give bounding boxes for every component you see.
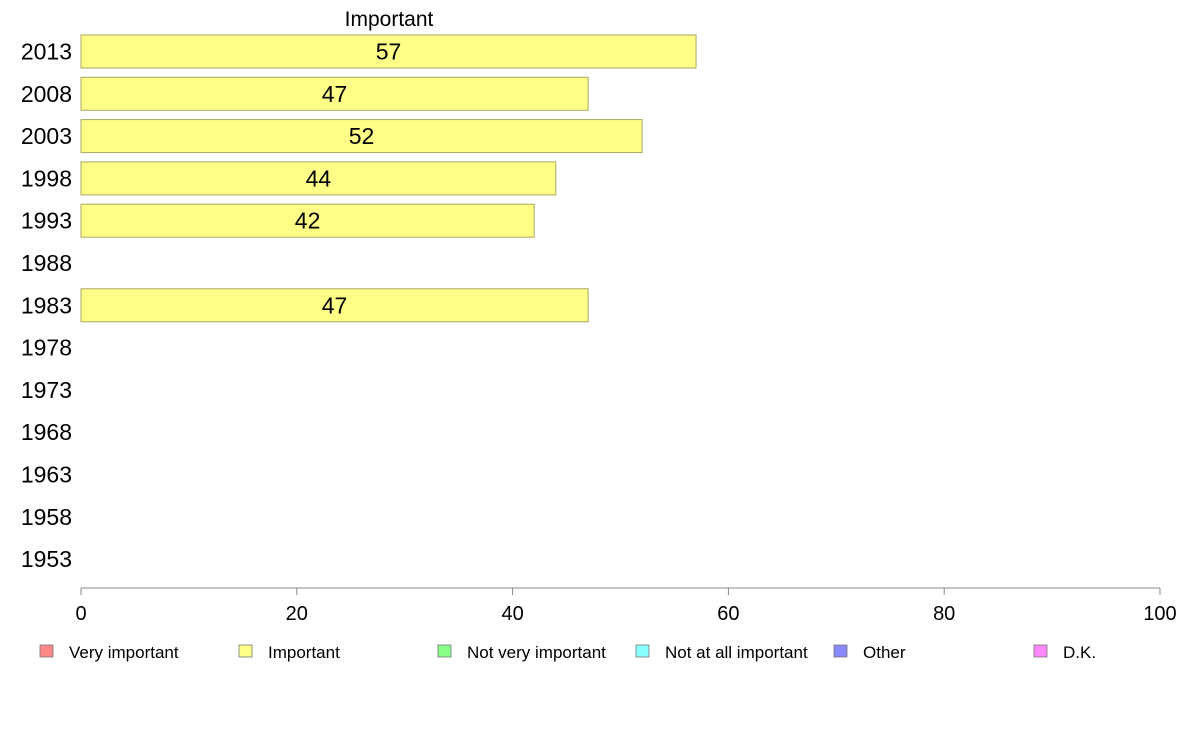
x-tick-label: 40 — [501, 603, 523, 625]
legend-label: D.K. — [1063, 643, 1096, 662]
legend-label: Other — [863, 643, 906, 662]
category-label: 1983 — [21, 292, 72, 318]
legend-swatch — [1033, 644, 1048, 658]
x-tick-label: 80 — [933, 603, 955, 625]
legend-label: Very important — [69, 643, 179, 662]
legend-swatch — [437, 644, 452, 658]
bar — [80, 34, 697, 69]
bar-value-label: 42 — [295, 208, 321, 234]
x-tick-label: 60 — [717, 603, 739, 625]
bar-value-label: 47 — [322, 292, 348, 318]
legend-item: Not at all important — [635, 643, 808, 662]
category-label: 2003 — [21, 123, 72, 149]
x-tick-label: 100 — [1143, 603, 1176, 625]
legend-item: Very important — [39, 643, 179, 662]
category-label: 1973 — [21, 377, 72, 403]
bar — [80, 203, 535, 238]
category-label: 1968 — [21, 419, 72, 445]
category-label: 1998 — [21, 165, 72, 191]
bar-value-label: 57 — [376, 39, 402, 65]
chart-title: Important — [345, 8, 434, 31]
legend-swatch — [833, 644, 848, 658]
legend: Very important Important Not very importan… — [39, 643, 1096, 662]
category-label: 2013 — [21, 39, 72, 65]
legend-item: Other — [833, 643, 906, 662]
bar — [80, 76, 589, 111]
category-label: 2008 — [21, 81, 72, 107]
category-label: 1978 — [21, 335, 72, 361]
x-tick-label: 0 — [75, 603, 86, 625]
bar — [80, 119, 643, 154]
legend-label: Not very important — [467, 643, 606, 662]
legend-swatch — [39, 644, 54, 658]
category-label: 1993 — [21, 208, 72, 234]
category-label: 1963 — [21, 462, 72, 488]
bar — [80, 161, 557, 196]
bar-value-label: 47 — [322, 81, 348, 107]
legend-swatch — [238, 644, 253, 658]
legend-item: D.K. — [1033, 643, 1096, 662]
category-label: 1953 — [21, 546, 72, 572]
bar-value-label: 52 — [349, 123, 375, 149]
legend-swatch — [635, 644, 650, 658]
bar — [80, 288, 589, 323]
category-labels: 2013 2008 2003 1998 1993 1988 1983 1978 1973 1968… — [21, 39, 72, 573]
x-tick-label: 20 — [286, 603, 308, 625]
bar-value-label: 44 — [306, 165, 332, 191]
x-axis: 0 20 40 60 80 100 — [75, 587, 1177, 625]
legend-item: Not very important — [437, 643, 606, 662]
legend-label: Not at all important — [665, 643, 808, 662]
category-label: 1988 — [21, 250, 72, 276]
legend-label: Important — [268, 643, 340, 662]
category-label: 1958 — [21, 504, 72, 530]
legend-item: Important — [238, 643, 340, 662]
